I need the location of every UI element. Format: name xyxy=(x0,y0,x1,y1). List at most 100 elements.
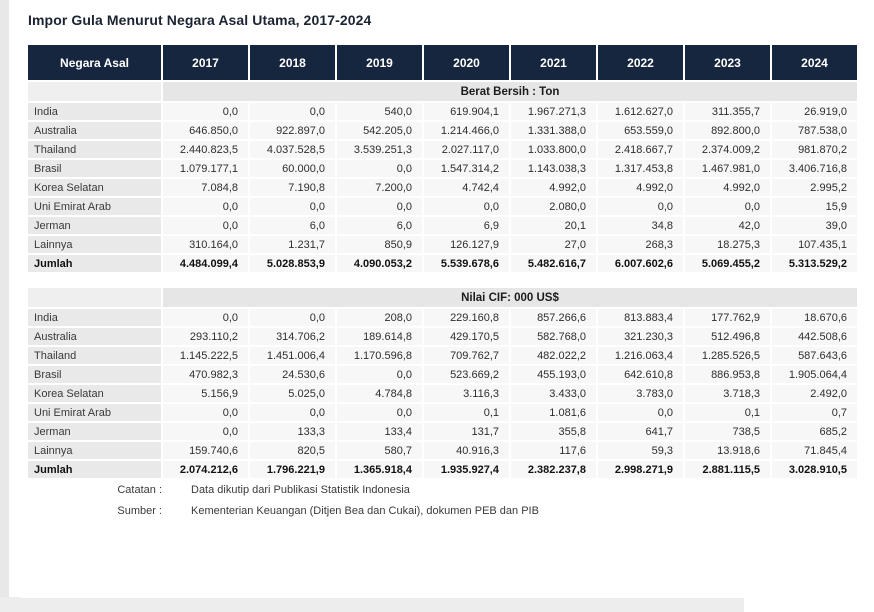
row-label: Jerman xyxy=(28,217,161,234)
cell: 2.995,2 xyxy=(772,179,857,196)
cell: 5.156,9 xyxy=(163,385,248,402)
cell: 429.170,5 xyxy=(424,328,509,345)
cell: 1.547.314,2 xyxy=(424,160,509,177)
cell: 4.484.099,4 xyxy=(163,255,248,272)
cell: 4.784,8 xyxy=(337,385,422,402)
row-label: Korea Selatan xyxy=(28,385,161,402)
catatan-label: Catatan : xyxy=(117,484,162,496)
section-band-row: Berat Bersih : Ton xyxy=(28,82,857,101)
table-row: Australia 293.110,2 314.706,2 189.614,8 429.… xyxy=(28,328,857,345)
cell: 0,0 xyxy=(337,160,422,177)
cell: 6.007.602,6 xyxy=(598,255,683,272)
table-row: Uni Emirat Arab 0,0 0,0 0,0 0,1 1.081,6 0,0 0,1… xyxy=(28,404,857,421)
column-header-negara-asal: Negara Asal xyxy=(28,45,161,80)
row-label: Lainnya xyxy=(28,236,161,253)
cell: 3.116,3 xyxy=(424,385,509,402)
cell: 0,0 xyxy=(163,309,248,326)
catatan-text: Data dikutip dari Publikasi Statistik In… xyxy=(191,484,410,496)
cell: 27,0 xyxy=(511,236,596,253)
cell: 1.143.038,3 xyxy=(511,160,596,177)
table-row: Thailand 1.145.222,5 1.451.006,4 1.170.596,… xyxy=(28,347,857,364)
cell: 3.028.910,5 xyxy=(772,461,857,478)
column-header-2018: 2018 xyxy=(250,45,335,80)
cell: 126.127,9 xyxy=(424,236,509,253)
row-label: India xyxy=(28,103,161,120)
row-label: Australia xyxy=(28,328,161,345)
cell: 1.905.064,4 xyxy=(772,366,857,383)
cell: 2.374.009,2 xyxy=(685,141,770,158)
row-label: Australia xyxy=(28,122,161,139)
cell: 619.904,1 xyxy=(424,103,509,120)
cell: 1.033.800,0 xyxy=(511,141,596,158)
table-row: Korea Selatan 5.156,9 5.025,0 4.784,8 3.116,… xyxy=(28,385,857,402)
table-row: Brasil 1.079.177,1 60.000,0 0,0 1.547.314,2 1… xyxy=(28,160,857,177)
row-label: Korea Selatan xyxy=(28,179,161,196)
table-row: Lainnya 310.164,0 1.231,7 850,9 126.127,9 27,… xyxy=(28,236,857,253)
cell: 892.800,0 xyxy=(685,122,770,139)
cell: 582.768,0 xyxy=(511,328,596,345)
footnotes: Catatan : Data dikutip dari Publikasi St… xyxy=(104,484,874,517)
section-band-spacer xyxy=(28,288,161,307)
cell: 512.496,8 xyxy=(685,328,770,345)
cell: 1.467.981,0 xyxy=(685,160,770,177)
cell: 6,9 xyxy=(424,217,509,234)
cell: 42,0 xyxy=(685,217,770,234)
cell: 0,0 xyxy=(337,404,422,421)
cell: 0,1 xyxy=(424,404,509,421)
cell: 1.796.221,9 xyxy=(250,461,335,478)
cell: 3.433,0 xyxy=(511,385,596,402)
row-label: Uni Emirat Arab xyxy=(28,404,161,421)
sumber-line: Sumber : Kementerian Keuangan (Ditjen Be… xyxy=(104,505,874,517)
cell: 7.084,8 xyxy=(163,179,248,196)
cell: 0,0 xyxy=(250,103,335,120)
cell: 39,0 xyxy=(772,217,857,234)
cell: 820,5 xyxy=(250,442,335,459)
cell: 4.992,0 xyxy=(685,179,770,196)
column-header-2021: 2021 xyxy=(511,45,596,80)
cell: 7.200,0 xyxy=(337,179,422,196)
cell: 2.382.237,8 xyxy=(511,461,596,478)
cell: 482.022,2 xyxy=(511,347,596,364)
cell: 133,3 xyxy=(250,423,335,440)
cell: 0,0 xyxy=(163,217,248,234)
cell: 0,7 xyxy=(772,404,857,421)
column-header-2017: 2017 xyxy=(163,45,248,80)
row-label: India xyxy=(28,309,161,326)
cell: 3.783,0 xyxy=(598,385,683,402)
cell: 293.110,2 xyxy=(163,328,248,345)
cell: 0,0 xyxy=(424,198,509,215)
cell: 4.037.528,5 xyxy=(250,141,335,158)
cell: 0,0 xyxy=(685,198,770,215)
cell: 1.145.222,5 xyxy=(163,347,248,364)
cell: 455.193,0 xyxy=(511,366,596,383)
row-label: Brasil xyxy=(28,160,161,177)
cell: 685,2 xyxy=(772,423,857,440)
section-band-spacer xyxy=(28,82,161,101)
table-row: India 0,0 0,0 540,0 619.904,1 1.967.271,3 1.61… xyxy=(28,103,857,120)
sumber-label: Sumber : xyxy=(117,505,162,517)
cell: 2.027.117,0 xyxy=(424,141,509,158)
cell: 646.850,0 xyxy=(163,122,248,139)
section-gap-cell xyxy=(28,274,857,286)
cell: 321.230,3 xyxy=(598,328,683,345)
cell: 18.670,6 xyxy=(772,309,857,326)
cell: 886.953,8 xyxy=(685,366,770,383)
cell: 2.074.212,6 xyxy=(163,461,248,478)
cell: 1.216.063,4 xyxy=(598,347,683,364)
table-row: Jerman 0,0 133,3 133,4 131,7 355,8 641,7 738,5 6… xyxy=(28,423,857,440)
table-row: Lainnya 159.740,6 820,5 580,7 40.916,3 117,6 5… xyxy=(28,442,857,459)
cell: 268,3 xyxy=(598,236,683,253)
total-row: Jumlah 4.484.099,4 5.028.853,9 4.090.053,2 5… xyxy=(28,255,857,272)
cell: 738,5 xyxy=(685,423,770,440)
table-row: Australia 646.850,0 922.897,0 542.205,0 1.21… xyxy=(28,122,857,139)
cell: 1.331.388,0 xyxy=(511,122,596,139)
table-header-row: Negara Asal 2017 2018 2019 2020 2021 202… xyxy=(28,45,857,80)
table-row: India 0,0 0,0 208,0 229.160,8 857.266,6 813.88… xyxy=(28,309,857,326)
cell: 71.845,4 xyxy=(772,442,857,459)
cell: 787.538,0 xyxy=(772,122,857,139)
cell: 0,0 xyxy=(163,103,248,120)
section-band-row: Nilai CIF: 000 US$ xyxy=(28,288,857,307)
cell: 189.614,8 xyxy=(337,328,422,345)
cell: 0,0 xyxy=(250,309,335,326)
cell: 1.967.271,3 xyxy=(511,103,596,120)
